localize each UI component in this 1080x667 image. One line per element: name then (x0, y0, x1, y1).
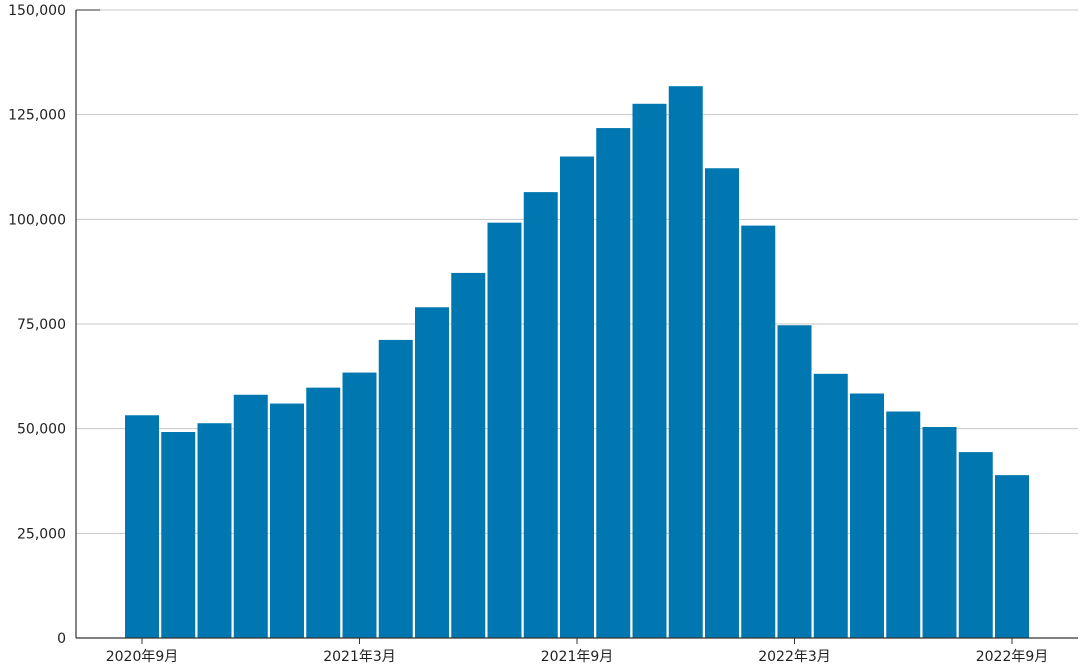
y-tick-label: 125,000 (8, 108, 66, 124)
x-tick-label: 2021年9月 (541, 649, 614, 665)
bar (523, 192, 558, 638)
bar (886, 411, 921, 638)
x-tick-labels: 2020年9月 2021年3月 2021年9月 2022年3月 2022年9月 (106, 649, 1049, 665)
bar (777, 325, 812, 638)
y-tick-label: 25,000 (17, 526, 66, 542)
bar (125, 415, 159, 638)
bar (958, 452, 993, 638)
bar (668, 86, 703, 639)
bar (813, 373, 848, 638)
x-tick-label: 2022年3月 (758, 649, 831, 665)
axes (75, 9, 1078, 644)
bar (161, 432, 196, 638)
y-tick-label: 150,000 (8, 3, 66, 19)
bar (560, 156, 594, 639)
bar (306, 387, 341, 638)
bar (415, 307, 449, 638)
bar (741, 225, 776, 638)
bar (378, 339, 413, 638)
bar (342, 372, 377, 638)
y-tick-label: 100,000 (8, 212, 66, 228)
bar (850, 393, 884, 638)
x-tick-label: 2020年9月 (106, 649, 179, 665)
bars (125, 86, 1029, 639)
y-tick-labels: 0 25,000 50,000 75,000 100,000 125,000 150,000 (8, 3, 66, 647)
bar (233, 394, 268, 638)
bar (632, 103, 667, 639)
y-tick-label: 50,000 (17, 422, 66, 438)
bar (487, 222, 522, 638)
bar (995, 475, 1029, 638)
bar (705, 168, 739, 639)
bar (922, 426, 957, 638)
x-tick-label: 2021年3月 (323, 649, 396, 665)
y-tick-label: 0 (57, 631, 66, 647)
x-tick-label: 2022年9月 (976, 649, 1049, 665)
y-tick-label: 75,000 (17, 317, 66, 333)
bar (596, 128, 631, 638)
bar (451, 272, 486, 638)
bar (270, 403, 304, 638)
bar (197, 423, 232, 638)
